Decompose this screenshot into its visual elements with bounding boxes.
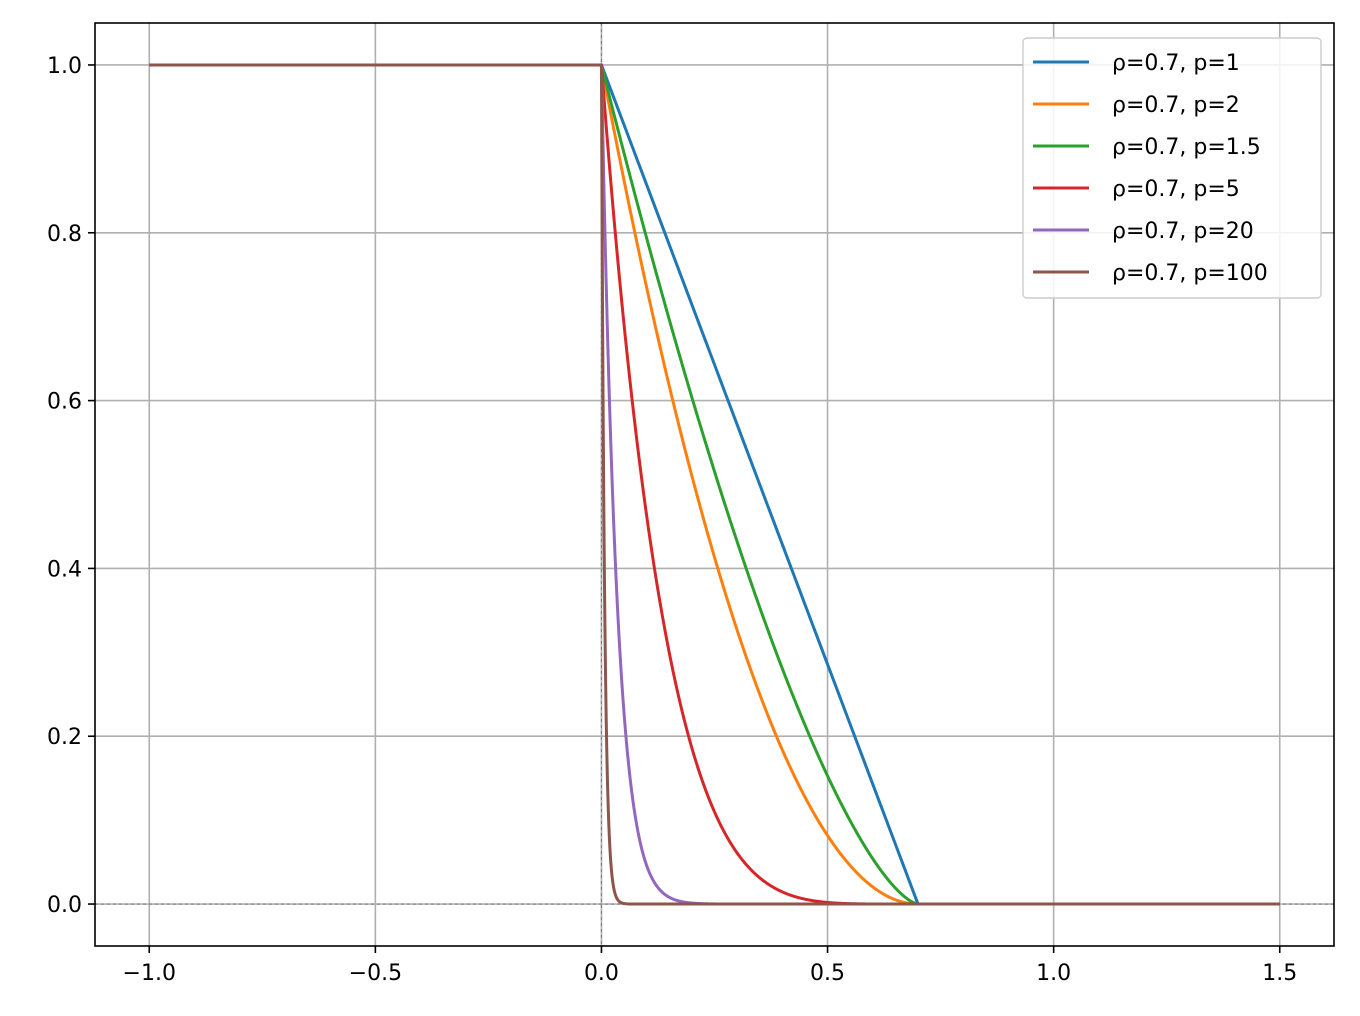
- y-tick-label: 0.8: [47, 222, 82, 247]
- legend-entry: ρ=0.7, p=20: [1112, 219, 1254, 244]
- y-tick-label: 0.4: [47, 557, 82, 582]
- legend-entry: ρ=0.7, p=1: [1112, 51, 1240, 76]
- y-tick-label: 0.2: [47, 725, 82, 750]
- legend: ρ=0.7, p=1 ρ=0.7, p=2 ρ=0.7, p=1.5 ρ=0.7, p…: [1022, 37, 1322, 299]
- x-tick-label: 0.0: [584, 961, 619, 986]
- y-tick-label: 0.6: [47, 390, 82, 415]
- x-tick-label: 0.5: [810, 961, 845, 986]
- series-line-5: [148, 63, 1281, 906]
- x-tick-label: −1.0: [123, 961, 176, 986]
- legend-entry: ρ=0.7, p=5: [1112, 177, 1240, 202]
- y-tick-label: 1.0: [47, 54, 82, 79]
- x-tick-label: 1.0: [1036, 961, 1071, 986]
- legend-entry: ρ=0.7, p=2: [1112, 93, 1240, 118]
- series-lines: [148, 63, 1281, 906]
- legend-entry: ρ=0.7, p=100: [1112, 261, 1268, 286]
- legend-box: [1022, 37, 1322, 299]
- x-tick-label: 1.5: [1262, 961, 1297, 986]
- axes-frame: [94, 22, 1335, 947]
- x-tick-label: −0.5: [349, 961, 402, 986]
- tick-marks: −1.0 −0.5 0.0 0.5 1.0 1.5 0.0 0.2 0.4 0.6 0.8 1.0: [47, 54, 1297, 986]
- legend-entry: ρ=0.7, p=1.5: [1112, 135, 1261, 160]
- y-tick-label: 0.0: [47, 893, 82, 918]
